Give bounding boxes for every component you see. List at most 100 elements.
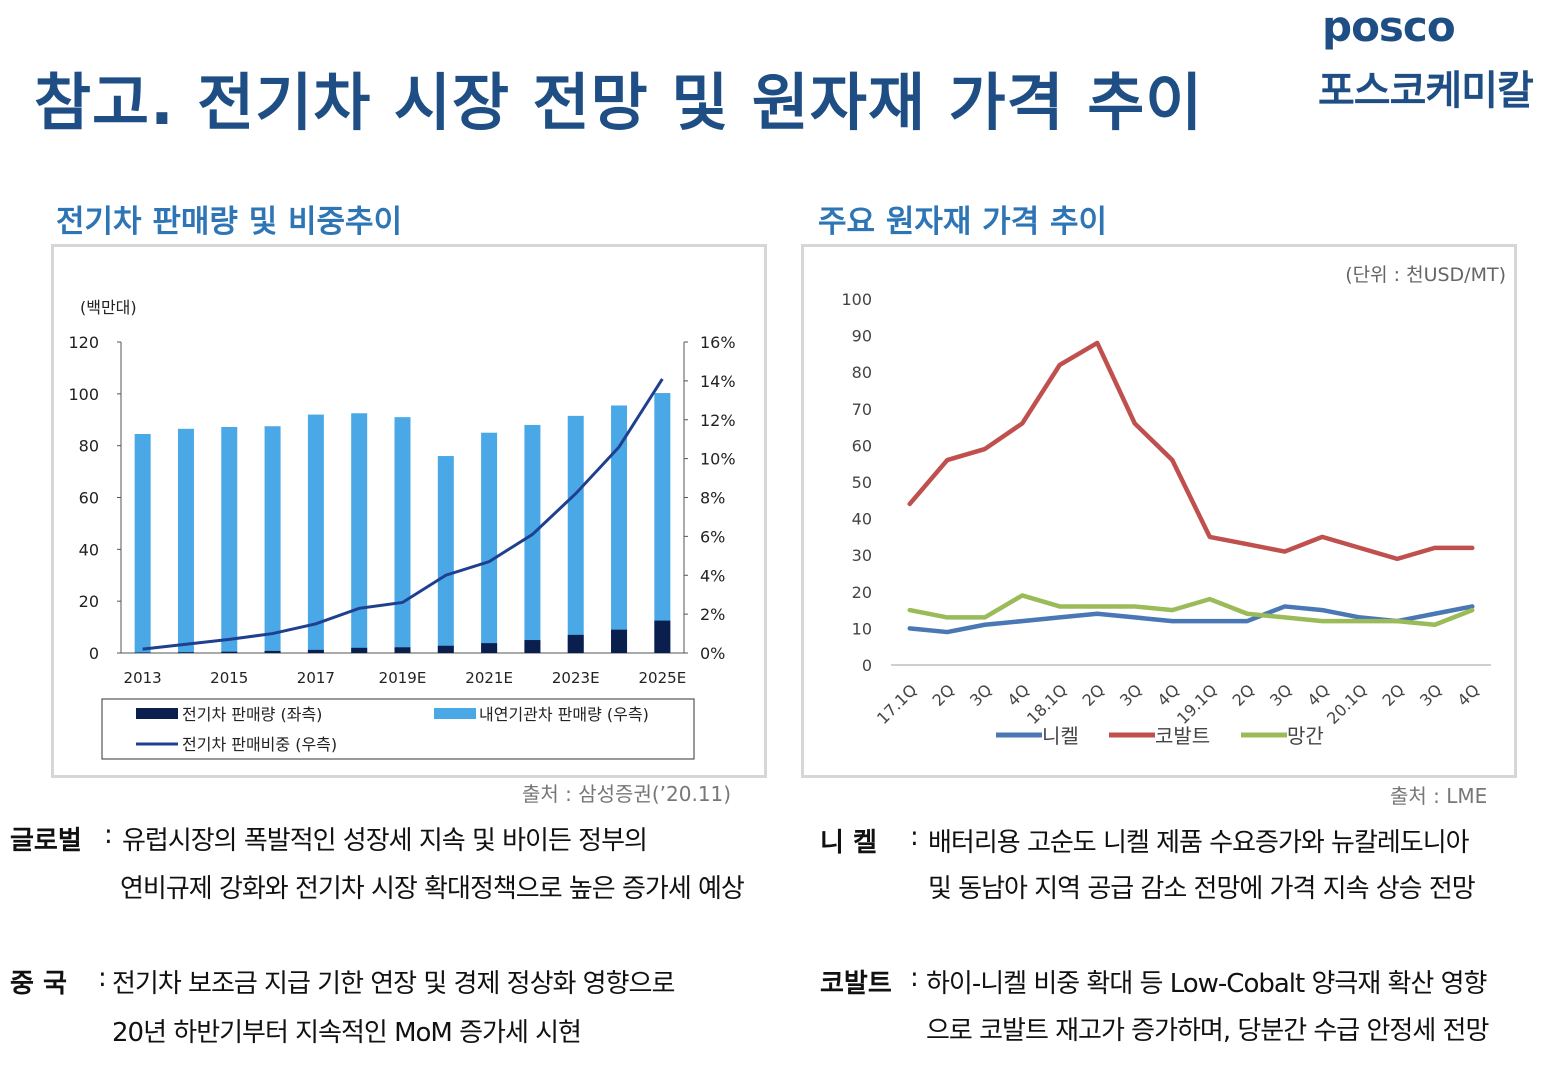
bullet-label-nickel: 니 켈: [820, 828, 877, 858]
y-right-tick-label: 10%: [700, 450, 736, 469]
legend-swatch-ev-sales: [136, 708, 178, 719]
unit-label: (백만대): [80, 298, 137, 317]
bullet-cobalt-line1: 하이-니켈 비중 확대 등 Low-Cobalt 양극재 확산 영향: [926, 969, 1487, 999]
series-line-망간: [907, 593, 1475, 627]
posco-logo: posco: [1322, 2, 1456, 51]
x-tick-label: 2021E: [465, 669, 513, 687]
bullet-nickel-line2: 및 동남아 지역 공급 감소 전망에 가격 지속 상승 전망: [928, 874, 1476, 904]
ice-sales-bar: [351, 413, 368, 653]
ice-sales-bar: [177, 428, 194, 653]
x-tick-label: 4Q: [1004, 680, 1034, 710]
ice-sales-bar: [524, 424, 541, 653]
ev-chart-source: 출처 : 삼성증권(’20.11): [522, 782, 732, 806]
ev-sales-bar: [654, 620, 671, 653]
ev-sales-bar: [134, 652, 151, 653]
x-tick-label: 2017: [297, 669, 335, 687]
x-tick-label: 4Q: [1304, 680, 1334, 710]
y-tick-label: 30: [852, 546, 872, 565]
y-tick-label: 100: [841, 290, 872, 309]
y-right-tick-label: 8%: [700, 489, 725, 508]
x-tick-label: 17.1Q: [873, 680, 921, 728]
bullet-china-line1: 전기차 보조금 지급 기한 연장 및 경제 정상화 영향으로: [112, 969, 675, 999]
raw-material-section-title: 주요 원자재 가격 추이: [818, 204, 1108, 240]
ice-sales-bar: [611, 405, 628, 653]
ev-sales-bar: [611, 629, 628, 653]
x-tick-label: 4Q: [1454, 680, 1484, 710]
y-left-tick-label: 40: [79, 540, 99, 559]
ev-sales-bar: [524, 640, 541, 653]
y-right-tick-label: 2%: [700, 605, 725, 624]
bullet-china-line2: 20년 하반기부터 지속적인 MoM 증가세 시현: [112, 1018, 582, 1048]
ice-sales-bar: [654, 393, 671, 653]
y-right-tick-label: 12%: [700, 411, 736, 430]
y-right-tick-label: 0%: [700, 644, 725, 663]
y-right-tick-label: 14%: [700, 372, 736, 391]
bullet-colon: :: [910, 822, 919, 852]
y-left-tick-label: 120: [68, 333, 99, 352]
ice-sales-bar: [567, 415, 584, 653]
series-line-코발트: [907, 340, 1475, 562]
ice-sales-bar: [264, 426, 281, 653]
y-tick-label: 20: [852, 583, 872, 602]
bullet-global-line1: 유럽시장의 폭발적인 성장세 지속 및 바이든 정부의: [122, 826, 648, 856]
bullet-nickel-line1: 배터리용 고순도 니켈 제품 수요증가와 뉴칼레도니아: [928, 828, 1470, 858]
bullet-colon: :: [910, 963, 919, 993]
bullet-cobalt-line2: 으로 코발트 재고가 증가하며, 당분간 수급 안정세 전망: [926, 1016, 1489, 1046]
x-tick-label: 3Q: [966, 680, 996, 710]
ice-sales-bar: [481, 432, 498, 653]
ev-share-line: [142, 378, 664, 651]
x-tick-label: 2Q: [929, 680, 959, 710]
y-tick-label: 0: [862, 656, 872, 675]
y-tick-label: 70: [852, 400, 872, 419]
y-left-tick-label: 20: [79, 592, 99, 611]
ice-sales-bar: [221, 427, 238, 653]
legend-label-ev-share: 전기차 판매비중 (우측): [182, 735, 337, 754]
x-tick-label: 3Q: [1116, 680, 1146, 710]
ev-sales-chart: (백만대) 120 100 80 60 40 20 0 16% 14% 12% 10% 8% 6% 4% 2%…: [68, 298, 736, 760]
y-tick-label: 10: [852, 619, 872, 638]
x-tick-label: 3Q: [1416, 680, 1446, 710]
ice-sales-bar: [307, 414, 324, 653]
y-right-tick-label: 4%: [700, 566, 725, 585]
legend-label: 니켈: [1042, 724, 1079, 748]
x-tick-label: 2013: [124, 669, 162, 687]
ev-sales-bar: [567, 634, 584, 653]
raw-material-chart-source: 출처 : LME: [1390, 784, 1488, 808]
ev-sales-bar: [264, 650, 281, 653]
ev-sales-bar: [394, 647, 411, 653]
ev-sales-bar: [307, 649, 324, 653]
legend-label: 망간: [1287, 724, 1324, 748]
y-tick-label: 80: [852, 363, 872, 382]
x-tick-label: 19.1Q: [1173, 680, 1221, 728]
raw-material-chart-panel: (단위 : 천USD/MT) 100 90 80 70 60 50 40 30 20 10 0 17.1…: [801, 244, 1517, 778]
bullet-label-china: 중 국: [10, 969, 67, 999]
ice-sales-bar: [394, 417, 411, 653]
y-left-tick-label: 80: [79, 437, 99, 456]
bullet-colon: :: [104, 820, 113, 850]
x-tick-label: 2019E: [379, 669, 427, 687]
x-tick-label: 3Q: [1266, 680, 1296, 710]
ev-sales-chart-panel: (백만대) 120 100 80 60 40 20 0 16% 14% 12% 10% 8% 6% 4% 2%…: [51, 244, 767, 778]
ev-sales-bar: [437, 645, 454, 653]
x-tick-label: 2023E: [552, 669, 600, 687]
x-tick-label: 2025E: [639, 669, 687, 687]
ev-sales-bar: [351, 647, 368, 653]
x-tick-label: 2Q: [1379, 680, 1409, 710]
bullet-global-line2: 연비규제 강화와 전기차 시장 확대정책으로 높은 증가세 예상: [120, 874, 745, 904]
x-tick-label: 2Q: [1229, 680, 1259, 710]
y-left-tick-label: 100: [68, 385, 99, 404]
y-left-tick-label: 60: [79, 489, 99, 508]
page-title: 참고. 전기차 시장 전망 및 원자재 가격 추이: [34, 66, 1204, 139]
bullet-label-global: 글로벌: [10, 826, 82, 856]
ev-sales-bar: [177, 652, 194, 653]
legend-label: 코발트: [1155, 724, 1210, 748]
y-tick-label: 40: [852, 510, 872, 529]
y-tick-label: 60: [852, 436, 872, 455]
x-tick-label: 4Q: [1154, 680, 1184, 710]
ev-sales-section-title: 전기차 판매량 및 비중추이: [56, 204, 403, 240]
y-tick-label: 90: [852, 327, 872, 346]
y-tick-label: 50: [852, 473, 872, 492]
y-right-tick-label: 6%: [700, 527, 725, 546]
legend-label-ice-sales: 내연기관차 판매량 (우측): [479, 705, 649, 724]
y-right-tick-label: 16%: [700, 333, 736, 352]
